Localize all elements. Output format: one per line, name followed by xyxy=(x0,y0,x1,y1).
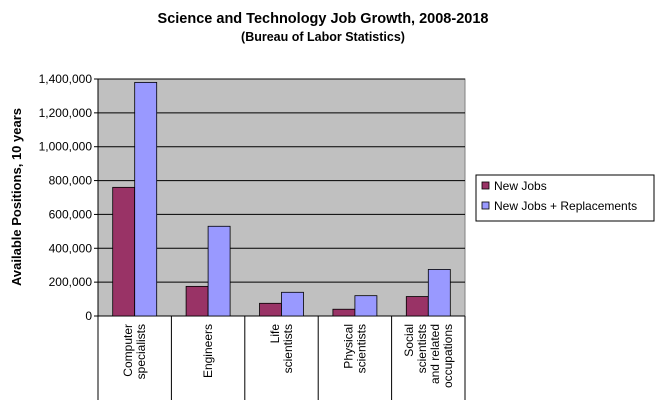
legend: New Jobs New Jobs + Replacements xyxy=(475,174,655,222)
x-category-label-group: Social scientists and related occupations xyxy=(402,324,455,388)
x-tick-label: scientists xyxy=(354,324,368,373)
x-category-label-group: Engineers xyxy=(201,324,215,378)
y-tick-label: 600,000 xyxy=(49,207,93,221)
x-category-label-group: Life scientists xyxy=(268,324,295,374)
x-tick-label: Physical xyxy=(341,324,355,369)
chart-title: Science and Technology Job Growth, 2008-… xyxy=(158,11,489,27)
x-tick-label: Engineers xyxy=(201,324,215,378)
legend-label: New Jobs + Replacements xyxy=(494,199,637,213)
y-tick-label: 400,000 xyxy=(49,241,93,255)
bar xyxy=(259,302,282,317)
bar xyxy=(185,285,209,317)
bar xyxy=(281,291,304,317)
x-tick-label: Computer xyxy=(121,324,135,377)
x-tick-label: specialists xyxy=(134,324,148,379)
bar xyxy=(207,225,231,317)
legend-box xyxy=(475,174,655,222)
x-tick-label: and related xyxy=(428,324,442,384)
x-tick-label: occupations xyxy=(441,324,455,388)
x-tick-label: Life xyxy=(268,324,282,344)
bar xyxy=(405,296,429,317)
x-category-label-group: Computer specialists xyxy=(121,324,148,379)
x-tick-label: scientists xyxy=(281,324,295,373)
y-tick-label: 200,000 xyxy=(49,275,93,289)
y-tick-label: 1,400,000 xyxy=(39,72,93,86)
legend-label: New Jobs xyxy=(494,179,547,193)
x-tick-label: scientists xyxy=(415,324,429,373)
bar xyxy=(354,295,378,317)
x-category-label-group: Physical scientists xyxy=(341,324,368,373)
legend-swatch xyxy=(481,181,490,190)
y-tick-label: 1,000,000 xyxy=(39,140,93,154)
legend-swatch xyxy=(481,201,490,210)
y-tick-label: 800,000 xyxy=(49,174,93,188)
bar xyxy=(112,186,136,317)
bar xyxy=(134,81,158,317)
y-tick-label: 0 xyxy=(85,309,92,323)
chart-subtitle: (Bureau of Labor Statistics) xyxy=(241,30,405,44)
bar xyxy=(427,269,451,317)
x-tick-label: Social xyxy=(402,324,416,357)
y-tick-label: 1,200,000 xyxy=(39,106,93,120)
bar xyxy=(332,308,356,317)
plot-background xyxy=(97,78,466,317)
y-axis-title: Available Positions, 10 years xyxy=(9,108,24,286)
plot-area: 0 200,000 400,000 600,000 800,000 1,000,000 1,… xyxy=(39,72,466,400)
